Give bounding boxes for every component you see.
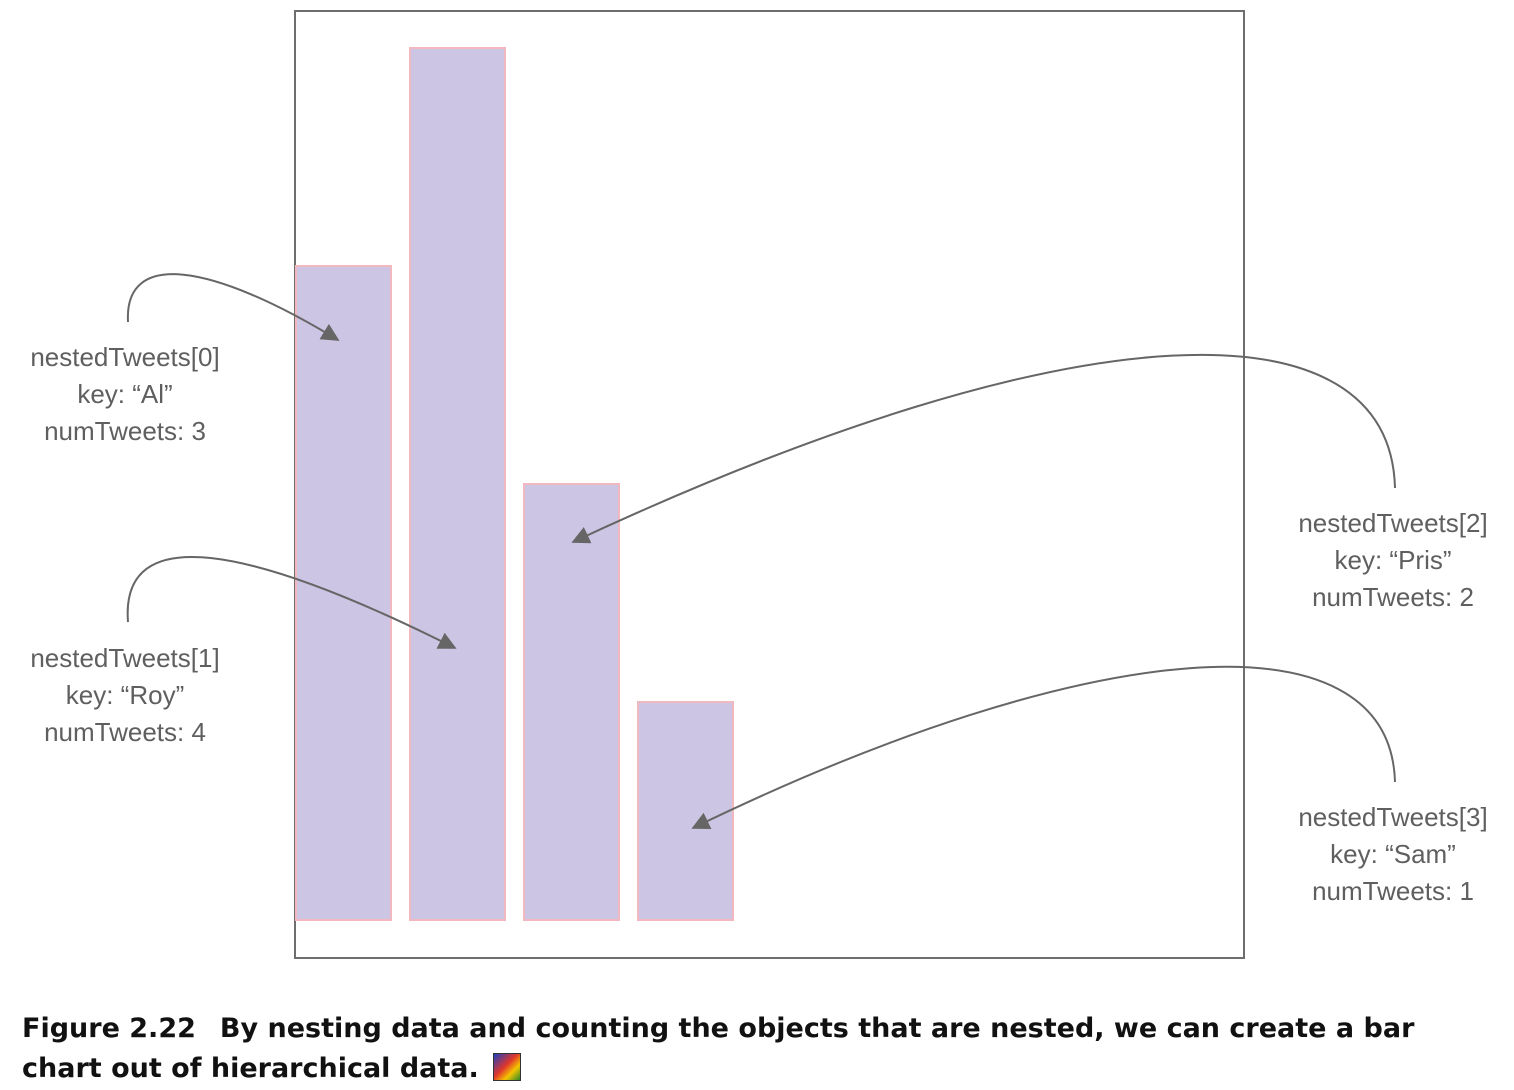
arrow-pris bbox=[571, 353, 1396, 544]
arrow-roy bbox=[126, 556, 457, 649]
color-figure-icon bbox=[492, 1053, 521, 1081]
annotation-arrows bbox=[126, 273, 1396, 830]
bar-sam bbox=[637, 701, 734, 921]
key-label: key: “Roy” bbox=[65, 680, 185, 710]
index-label: nestedTweets[3] bbox=[1298, 802, 1488, 832]
count-label: numTweets: 1 bbox=[1312, 876, 1474, 906]
key-label: key: “Sam” bbox=[1330, 839, 1456, 869]
bar-pris bbox=[523, 483, 620, 921]
label-nested-tweets-2: nestedTweets[2] key: “Pris” numTweets: 2 bbox=[1273, 505, 1513, 616]
bar-al bbox=[295, 265, 392, 921]
count-label: numTweets: 2 bbox=[1312, 582, 1474, 612]
bar-roy bbox=[409, 47, 506, 921]
caption-text: By nesting data and counting the objects… bbox=[22, 1013, 1415, 1084]
key-label: key: “Al” bbox=[77, 379, 173, 409]
figure-number: Figure 2.22 bbox=[22, 1013, 196, 1044]
arrow-al bbox=[126, 273, 340, 341]
figure-caption: Figure 2.22 By nesting data and counting … bbox=[22, 1009, 1462, 1089]
label-nested-tweets-0: nestedTweets[0] key: “Al” numTweets: 3 bbox=[0, 339, 250, 450]
label-nested-tweets-3: nestedTweets[3] key: “Sam” numTweets: 1 bbox=[1273, 799, 1513, 910]
label-nested-tweets-1: nestedTweets[1] key: “Roy” numTweets: 4 bbox=[0, 640, 250, 751]
count-label: numTweets: 3 bbox=[44, 416, 206, 446]
index-label: nestedTweets[2] bbox=[1298, 508, 1488, 538]
bars-group bbox=[295, 47, 734, 921]
bar-chart-figure bbox=[126, 10, 1396, 959]
key-label: key: “Pris” bbox=[1334, 545, 1452, 575]
index-label: nestedTweets[1] bbox=[30, 643, 220, 673]
count-label: numTweets: 4 bbox=[44, 717, 206, 747]
arrow-sam bbox=[691, 665, 1396, 830]
index-label: nestedTweets[0] bbox=[30, 342, 220, 372]
